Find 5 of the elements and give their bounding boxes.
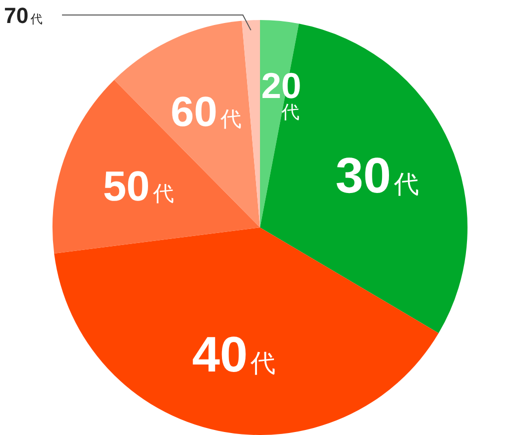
slice-label: 70代 bbox=[4, 3, 42, 28]
slice-label: 40代 bbox=[192, 326, 276, 382]
slice-label: 30代 bbox=[335, 148, 420, 204]
slice-label: 60代 bbox=[170, 88, 242, 135]
slice-label: 50代 bbox=[103, 162, 174, 210]
